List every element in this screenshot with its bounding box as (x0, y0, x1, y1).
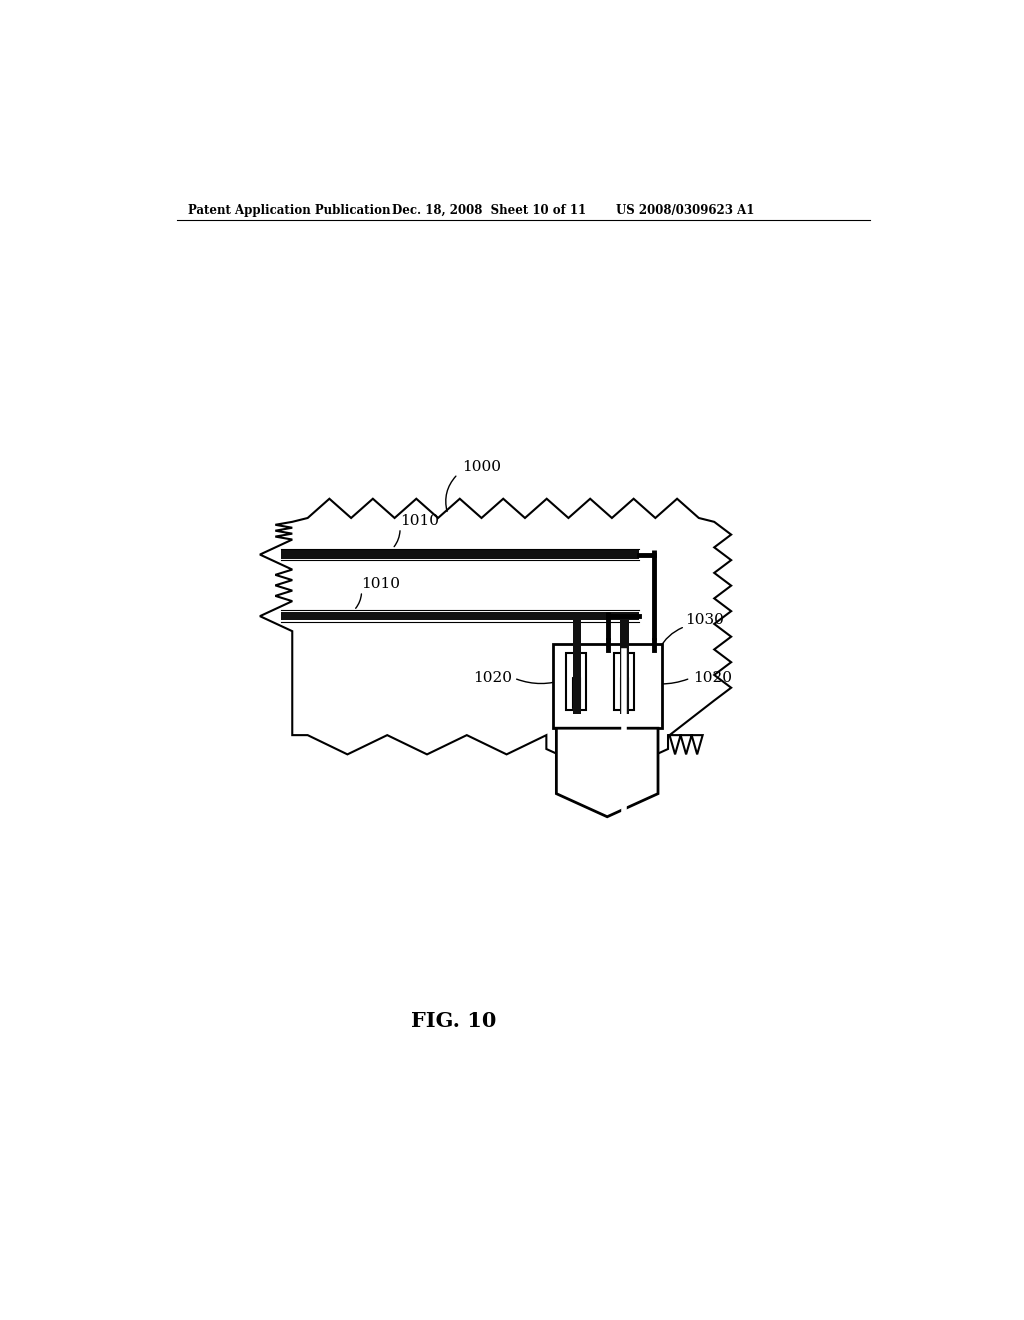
Text: 1020: 1020 (692, 671, 732, 685)
Bar (571, 677, 581, 708)
Text: FIG. 10: FIG. 10 (412, 1011, 497, 1031)
Bar (281, 612, 639, 620)
Polygon shape (556, 729, 658, 817)
Bar (281, 550, 639, 558)
Bar (553, 644, 662, 729)
Bar (572, 619, 581, 714)
Bar (620, 677, 628, 708)
Text: 1000: 1000 (462, 461, 501, 474)
Bar (621, 619, 629, 714)
Text: Dec. 18, 2008  Sheet 10 of 11: Dec. 18, 2008 Sheet 10 of 11 (392, 205, 587, 218)
Text: 1020: 1020 (473, 671, 512, 685)
Text: 1010: 1010 (400, 513, 439, 528)
Text: US 2008/0309623 A1: US 2008/0309623 A1 (615, 205, 754, 218)
Bar (566, 653, 587, 710)
Text: 1030: 1030 (685, 612, 724, 627)
Bar (614, 653, 634, 710)
Text: 1010: 1010 (361, 577, 400, 591)
Text: Patent Application Publication: Patent Application Publication (188, 205, 391, 218)
